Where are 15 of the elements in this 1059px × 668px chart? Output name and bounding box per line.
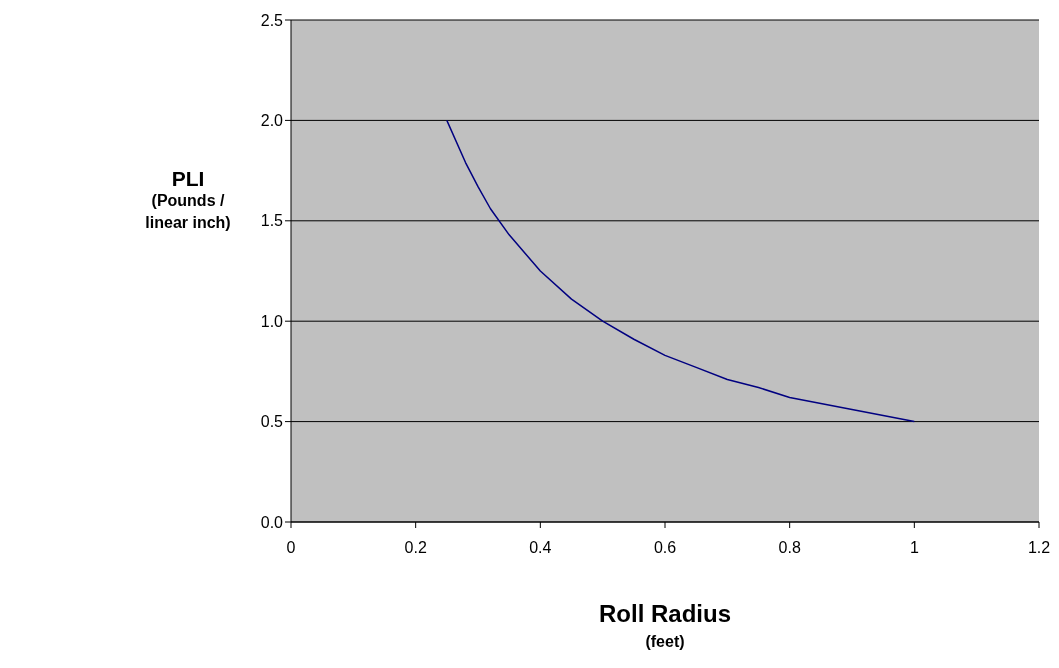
x-tick-label: 0.6 [653, 539, 677, 557]
x-tick-label: 0.2 [404, 539, 427, 557]
x-tick-label: 1 [909, 539, 919, 557]
x-tick-label: 0 [286, 539, 296, 557]
y-tick-label: 2.0 [260, 112, 284, 130]
y-tick-label: 0.5 [260, 413, 284, 431]
y-tick-label: 1.5 [260, 212, 284, 230]
x-axis-title: Roll Radius (feet) [598, 600, 732, 652]
y-tick-label: 0.0 [260, 513, 284, 531]
line-series [446, 119, 916, 423]
x-tick-label: 1.2 [1027, 539, 1051, 557]
x-tick-label: 0.4 [529, 539, 552, 557]
y-tick-label: 2.5 [260, 11, 284, 29]
y-tick-label: 1.0 [260, 312, 284, 330]
x-tick-label: 0.8 [778, 539, 801, 557]
